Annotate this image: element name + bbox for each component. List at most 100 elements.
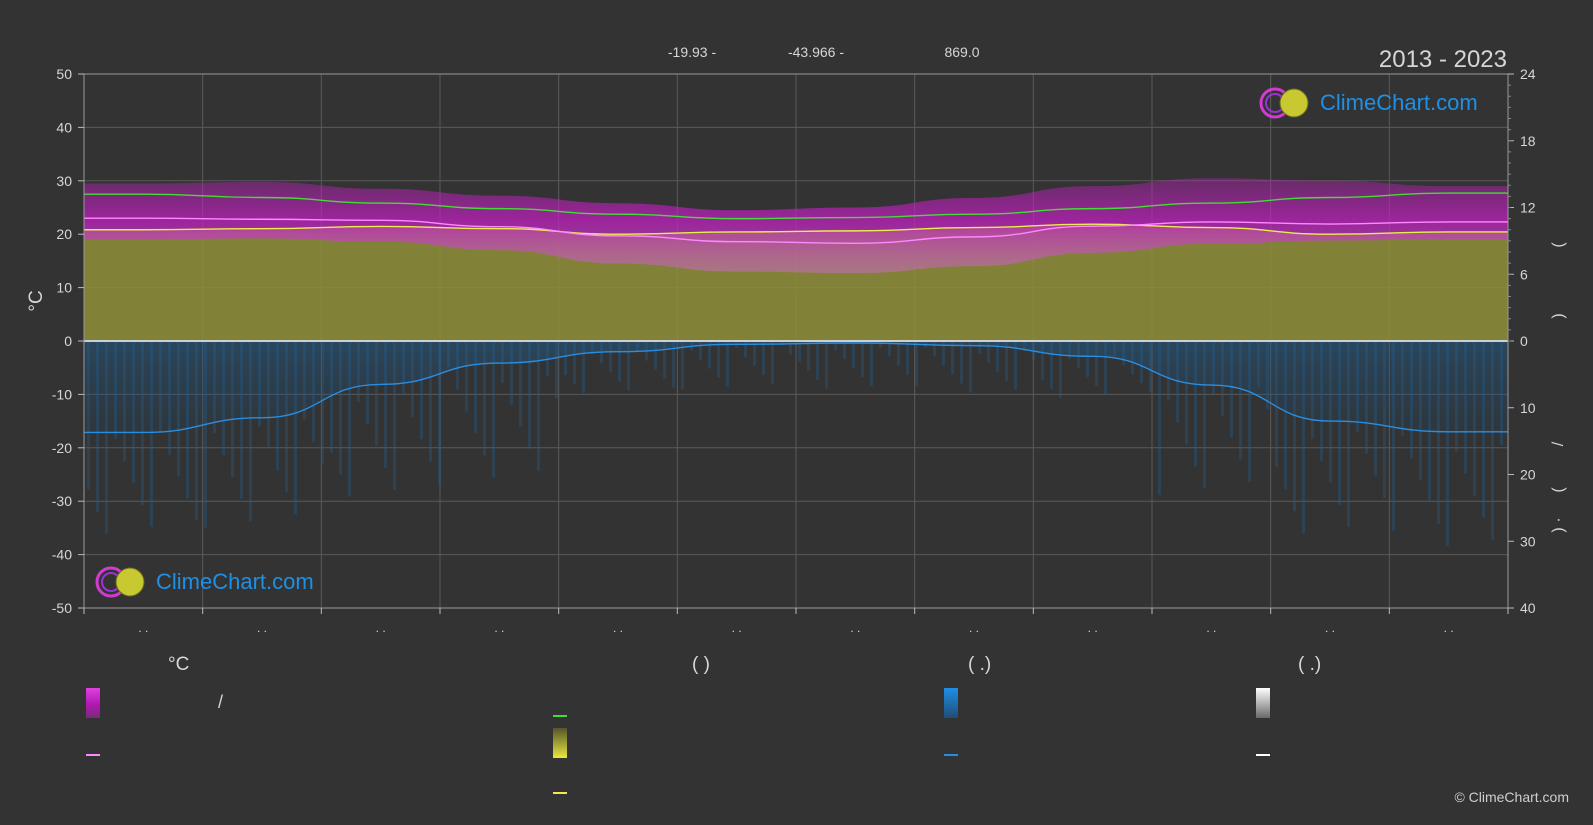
precipitation-bar xyxy=(1482,341,1485,518)
precipitation-bar xyxy=(996,341,999,372)
precipitation-bar xyxy=(105,341,108,534)
left-axis-label: °C xyxy=(26,290,47,311)
precipitation-bar xyxy=(357,341,360,402)
daylight-line xyxy=(84,192,1508,220)
precipitation-bar xyxy=(393,341,396,490)
legend-header-snow: ( .) xyxy=(1298,654,1322,675)
precipitation-bar xyxy=(825,341,828,389)
precipitation-bar xyxy=(897,341,900,366)
precipitation-line xyxy=(83,342,1508,434)
legend-swatch-sunshine xyxy=(553,792,567,794)
temperature-range-area xyxy=(84,178,1508,274)
precipitation-bar xyxy=(807,341,810,371)
coord-longitude: -43.966 - xyxy=(788,44,844,60)
precipitation-bar xyxy=(744,341,747,357)
precipitation-bar xyxy=(699,341,702,360)
precipitation-bar xyxy=(546,341,549,377)
precipitation-bar xyxy=(942,341,945,366)
precipitation-bar xyxy=(1230,341,1233,438)
precipitation-bar xyxy=(1446,341,1449,547)
precipitation-bar xyxy=(1491,341,1494,540)
precipitation-bar xyxy=(1437,341,1440,525)
precipitation-bar xyxy=(636,341,639,352)
precipitation-bar xyxy=(762,341,765,375)
precipitation-bar xyxy=(591,341,594,355)
left-tick-label: -10 xyxy=(52,386,72,402)
precipitation-bar xyxy=(1311,341,1314,439)
precipitation-bar xyxy=(330,341,333,453)
right-tick-label: 0 xyxy=(1520,333,1528,349)
precipitation-bar xyxy=(753,341,756,366)
precipitation-bar xyxy=(609,341,612,373)
precipitation-bar xyxy=(303,341,306,420)
precipitation-bar xyxy=(123,341,126,462)
precipitation-bar xyxy=(861,341,864,378)
brand-logo-top: ClimeChart.com xyxy=(1258,86,1478,120)
precipitation-bar xyxy=(1068,341,1071,360)
precipitation-bar xyxy=(402,341,405,396)
precipitation-bar xyxy=(1212,341,1215,394)
left-tick-label: 0 xyxy=(64,333,72,349)
precipitation-bar xyxy=(618,341,621,382)
precipitation-bar xyxy=(348,341,351,497)
precipitation-bar xyxy=(294,341,297,515)
precipitation-bar xyxy=(816,341,819,380)
axes: 50 40 30 20 10 0 -10 -20 -30 -40 -50 24 18 12 6 0 10 20 30… xyxy=(52,66,1567,635)
precipitation-bar xyxy=(285,341,288,493)
precipitation-bar xyxy=(1365,341,1368,455)
precipitation-bar xyxy=(1401,341,1404,437)
precipitation-bar xyxy=(627,341,630,391)
precipitation-bar xyxy=(384,341,387,468)
legend-swatch-sunshine-fill xyxy=(553,728,567,758)
left-tick-label: 10 xyxy=(56,280,72,296)
precipitation-bar xyxy=(726,341,729,387)
brand-logo-bottom: ClimeChart.com xyxy=(94,565,314,599)
precipitation-bar xyxy=(1500,341,1503,445)
precipitation-bar xyxy=(1122,341,1125,366)
right-tick-label: 24 xyxy=(1520,66,1536,82)
sunshine-area xyxy=(84,224,1508,341)
legend-header-temperature: °C xyxy=(168,654,190,675)
precipitation-bar xyxy=(681,341,684,390)
month-label: . . xyxy=(613,621,623,635)
precipitation-bar xyxy=(1419,341,1422,481)
precipitation-bar xyxy=(1257,341,1260,388)
legend: °C ( ) ( .) ( .) / © ClimeChart.com xyxy=(0,640,1593,825)
precipitation-bar xyxy=(96,341,99,512)
precipitation-area xyxy=(84,341,1508,433)
precipitation-bar xyxy=(1176,341,1179,423)
left-tick-label: -20 xyxy=(52,440,72,456)
left-tick-label: 40 xyxy=(56,119,72,135)
left-tick-label: -30 xyxy=(52,493,72,509)
legend-swatch-mean-temp xyxy=(86,754,100,756)
legend-swatch-daylight xyxy=(553,715,567,717)
precipitation-bar xyxy=(1086,341,1089,378)
precipitation-bar xyxy=(915,341,918,387)
month-label: . . xyxy=(376,621,386,635)
precipitation-bar xyxy=(1428,341,1431,503)
left-tick-label: 30 xyxy=(56,173,72,189)
precipitation-bar xyxy=(1275,341,1278,468)
precipitation-bar xyxy=(1203,341,1206,489)
precipitation-bar xyxy=(1302,341,1305,534)
precipitation-bar xyxy=(654,341,657,370)
precipitation-bar xyxy=(339,341,342,475)
month-label: . . xyxy=(257,621,267,635)
legend-header-rain: ( .) xyxy=(968,654,992,675)
precipitation-bar xyxy=(717,341,720,378)
brand-name-bottom: ClimeChart.com xyxy=(156,569,314,594)
month-label: . . xyxy=(138,621,148,635)
precipitation-bar xyxy=(1194,341,1197,467)
precipitation-bar xyxy=(1023,341,1026,352)
left-tick-label: 50 xyxy=(56,66,72,82)
precipitation-bar xyxy=(1347,341,1350,527)
legend-swatch-temp-range xyxy=(86,688,100,718)
precipitation-bar xyxy=(1158,341,1161,496)
right-axis-label-top: ) xyxy=(1550,313,1567,318)
precipitation-bar xyxy=(852,341,855,369)
month-label: . . xyxy=(732,621,742,635)
right-axis-label-bottom: / xyxy=(1550,441,1567,446)
precipitation-bar xyxy=(438,341,441,484)
precipitation-bar xyxy=(870,341,873,387)
right-tick-label: 20 xyxy=(1520,467,1536,483)
